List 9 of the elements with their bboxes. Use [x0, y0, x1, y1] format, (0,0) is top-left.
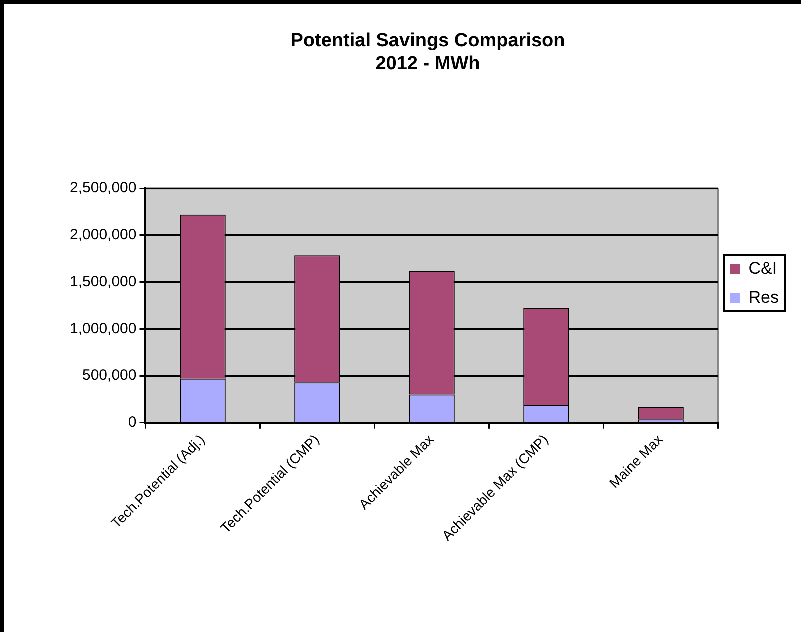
- y-tick-label: 1,500,000: [70, 273, 137, 290]
- legend-label: Res: [748, 288, 780, 308]
- y-tick-label: 2,500,000: [70, 180, 137, 197]
- legend-label: C&I: [748, 259, 778, 278]
- y-tick-label: 0: [128, 414, 137, 432]
- y-tick-label: 2,000,000: [70, 226, 137, 244]
- chart-title: Potential Savings Comparison 2012 - MWh: [290, 30, 566, 74]
- y-tick-label: 500,000: [82, 367, 137, 384]
- y-tick-label: 1,000,000: [70, 320, 137, 338]
